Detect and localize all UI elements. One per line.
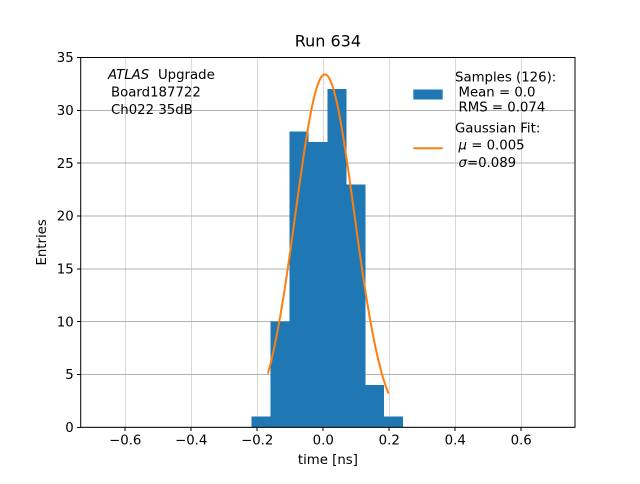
legend-handle-samples-patch	[413, 89, 443, 100]
greek-symbol: σ	[459, 156, 468, 171]
plot-frame	[80, 57, 576, 428]
legend-label-line: σ=0.089	[459, 156, 517, 171]
x-axis-label: time [ns]	[298, 453, 358, 468]
histogram-bars	[251, 89, 404, 428]
x-tick-label: 0.4	[445, 433, 466, 448]
gaussian-fit-curve	[267, 73, 390, 394]
y-tick-label: 35	[57, 51, 74, 66]
annotation-block: ATLAS Upgrade Board187722 Ch022 35dB	[107, 68, 215, 118]
legend-value-text: = 0.005	[467, 139, 525, 154]
histogram-bar	[289, 131, 309, 428]
histogram-bar	[384, 416, 404, 428]
annotation-line-1: ATLAS Upgrade	[107, 68, 215, 83]
x-tick-label: −0.6	[109, 433, 141, 448]
y-axis-label: Entries	[35, 219, 50, 265]
legend-label-line: Gaussian Fit:	[455, 122, 540, 137]
histogram-bar	[327, 89, 347, 428]
y-tick-label: 20	[57, 210, 74, 225]
legend-label-line: Mean = 0.0	[459, 86, 536, 101]
legend-label-line: μ = 0.005	[458, 139, 525, 154]
x-tick-label: −0.4	[175, 433, 207, 448]
x-tick-label: 0.0	[313, 433, 334, 448]
histogram-bar	[308, 142, 328, 428]
histogram-bar	[346, 184, 366, 428]
histogram-bar	[270, 321, 290, 428]
annotation-atlas: ATLAS	[107, 68, 150, 83]
y-tick-label: 25	[57, 157, 74, 172]
x-tick-label: 0.6	[511, 433, 532, 448]
y-tick-label: 0	[65, 421, 73, 436]
y-tick-label: 30	[57, 104, 74, 119]
histogram-bar	[365, 385, 385, 428]
annotation-line-3: Ch022 35dB	[111, 103, 193, 118]
gaussian-fit-layer	[267, 73, 390, 394]
y-tick-label: 10	[57, 315, 74, 330]
y-tick-label: 5	[65, 368, 73, 383]
chart-title: Run 634	[295, 32, 361, 51]
x-tick-label: 0.2	[379, 433, 400, 448]
x-tick-label: −0.2	[241, 433, 273, 448]
annotation-upgrade: Upgrade	[158, 68, 215, 83]
legend-label-line: Samples (126):	[455, 71, 556, 86]
legend-label-line: RMS = 0.074	[459, 101, 546, 116]
y-tick-label: 15	[57, 263, 74, 278]
legend-value-text: =0.089	[467, 156, 516, 171]
ticks-layer: −0.6 −0.4 −0.2 0.0 0.2 0.4 0.6 0 5 10 15 20 25 30 35	[57, 51, 532, 448]
greek-symbol: μ	[458, 139, 467, 154]
histogram-bar	[251, 416, 271, 428]
annotation-line-2: Board187722	[111, 86, 201, 101]
